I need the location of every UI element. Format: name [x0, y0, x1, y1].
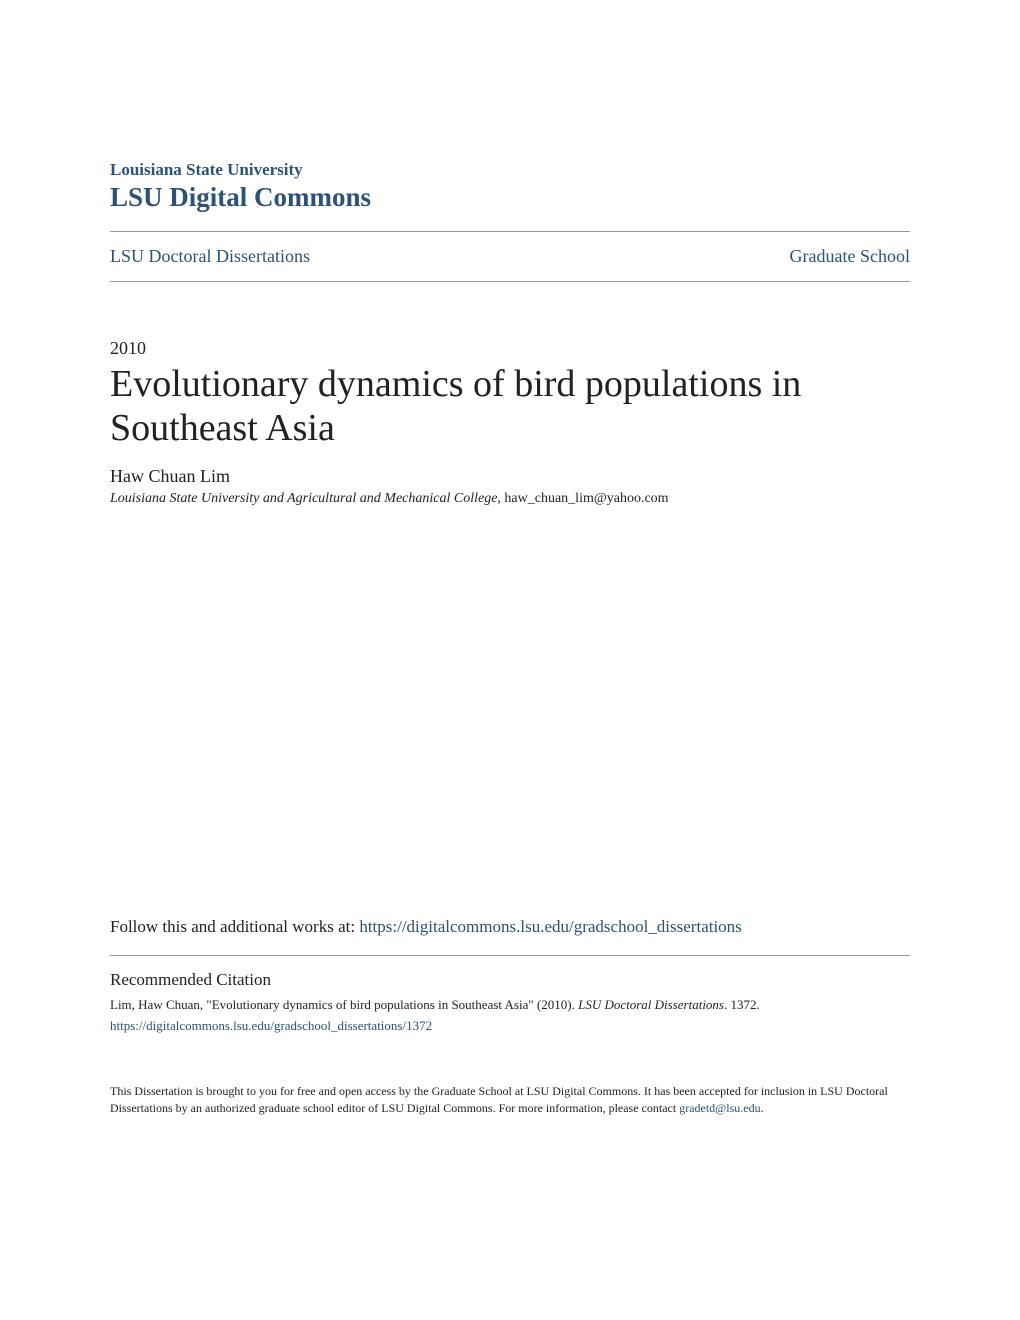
citation-series: LSU Doctoral Dissertations	[578, 997, 724, 1012]
breadcrumb-school-link[interactable]: Graduate School	[790, 246, 910, 267]
citation-link[interactable]: https://digitalcommons.lsu.edu/gradschoo…	[110, 1017, 910, 1035]
follow-works-row: Follow this and additional works at: htt…	[110, 917, 910, 937]
citation-heading: Recommended Citation	[110, 970, 910, 990]
footer-text-after: .	[761, 1101, 764, 1115]
citation-after: . 1372.	[724, 997, 760, 1012]
footer-text-before: This Dissertation is brought to you for …	[110, 1084, 888, 1115]
citation-before: Lim, Haw Chuan, "Evolutionary dynamics o…	[110, 997, 578, 1012]
follow-link[interactable]: https://digitalcommons.lsu.edu/gradschoo…	[359, 917, 741, 936]
publication-year: 2010	[110, 338, 910, 359]
citation-text: Lim, Haw Chuan, "Evolutionary dynamics o…	[110, 996, 910, 1034]
institution-name: Louisiana State University	[110, 160, 910, 180]
follow-prefix: Follow this and additional works at:	[110, 917, 359, 936]
author-name: Haw Chuan Lim	[110, 466, 910, 487]
breadcrumb-collection-link[interactable]: LSU Doctoral Dissertations	[110, 246, 310, 267]
affiliation-text: Louisiana State University and Agricultu…	[110, 491, 497, 506]
author-email: , haw_chuan_lim@yahoo.com	[497, 491, 668, 506]
divider-breadcrumb	[110, 281, 910, 282]
breadcrumb: LSU Doctoral Dissertations Graduate Scho…	[110, 232, 910, 281]
header-block: Louisiana State University LSU Digital C…	[110, 160, 910, 213]
footer-note: This Dissertation is brought to you for …	[110, 1083, 910, 1118]
divider-citation	[110, 955, 910, 956]
site-name[interactable]: LSU Digital Commons	[110, 182, 910, 213]
author-affiliation: Louisiana State University and Agricultu…	[110, 491, 910, 507]
document-title: Evolutionary dynamics of bird population…	[110, 363, 910, 450]
footer-contact-link[interactable]: gradetd@lsu.edu	[679, 1101, 760, 1115]
